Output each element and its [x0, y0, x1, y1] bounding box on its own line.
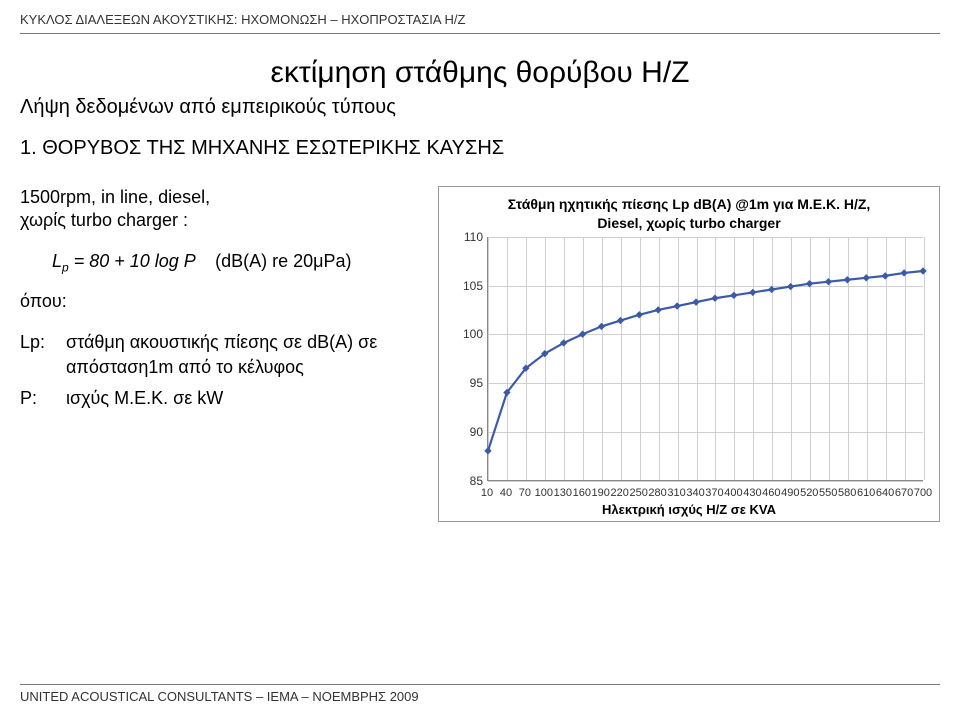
- series-marker: [674, 303, 680, 309]
- series-marker: [693, 299, 699, 305]
- series-marker: [731, 292, 737, 298]
- x-tick-label: 580: [838, 487, 856, 499]
- series-marker: [712, 295, 718, 301]
- y-tick-label: 110: [447, 230, 483, 244]
- series-marker: [844, 277, 850, 283]
- y-tick-label: 85: [447, 474, 483, 488]
- where-label: όπου:: [20, 291, 426, 312]
- x-tick-label: 370: [705, 487, 723, 499]
- x-tick-label: 610: [857, 487, 875, 499]
- x-tick-label: 160: [573, 487, 591, 499]
- series-svg: [488, 237, 923, 480]
- main-title: εκτίμηση στάθμης θορύβου Η/Ζ: [20, 56, 940, 90]
- x-tick-label: 310: [667, 487, 685, 499]
- formula: Lp = 80 + 10 log P (dB(A) re 20μPa): [52, 251, 426, 275]
- footer-rule: [20, 684, 940, 685]
- y-tick-label: 105: [447, 279, 483, 293]
- series-marker: [882, 273, 888, 279]
- series-marker: [750, 289, 756, 295]
- intro-text: 1500rpm, in line, diesel, χωρίς turbo ch…: [20, 186, 426, 231]
- page-header: ΚΥΚΛΟΣ ΔΙΑΛΕΞΕΩΝ ΑΚΟΥΣΤΙΚΗΣ: ΗΧΟΜΟΝΩΣΗ –…: [20, 12, 940, 33]
- chart-title-line-1: Στάθμη ηχητικής πίεσης Lp dB(A) @1m για …: [508, 196, 871, 212]
- chart-title-line-2: Diesel, χωρίς turbo charger: [597, 215, 780, 231]
- series-marker: [901, 270, 907, 276]
- x-tick-label: 400: [724, 487, 742, 499]
- series-marker: [598, 323, 604, 329]
- definition-symbol: Lp:: [20, 330, 66, 380]
- x-tick-label: 40: [500, 487, 512, 499]
- header-rule: [20, 33, 940, 34]
- left-column: 1500rpm, in line, diesel, χωρίς turbo ch…: [20, 186, 426, 411]
- x-tick-label: 700: [914, 487, 932, 499]
- x-tick-label: 250: [629, 487, 647, 499]
- chart-box: Στάθμη ηχητικής πίεσης Lp dB(A) @1m για …: [438, 186, 940, 522]
- series-marker: [807, 280, 813, 286]
- x-tick-label: 670: [895, 487, 913, 499]
- definition-text: στάθμη ακουστικής πίεσης σε dB(A) σε από…: [66, 330, 426, 380]
- definitions-grid: Lp:στάθμη ακουστικής πίεσης σε dB(A) σε …: [20, 330, 426, 412]
- series-marker: [788, 283, 794, 289]
- x-tick-label: 490: [781, 487, 799, 499]
- series-marker: [636, 312, 642, 318]
- intro-line-1: 1500rpm, in line, diesel,: [20, 187, 210, 207]
- x-tick-label: 340: [686, 487, 704, 499]
- series-marker: [485, 448, 491, 454]
- series-marker: [863, 275, 869, 281]
- right-column: Στάθμη ηχητικής πίεσης Lp dB(A) @1m για …: [438, 186, 940, 522]
- x-tick-label: 550: [819, 487, 837, 499]
- footer-text: UNITED ACOUSTICAL CONSULTANTS – IEMA – Ν…: [20, 689, 940, 704]
- y-tick-label: 95: [447, 376, 483, 390]
- x-tick-label: 640: [876, 487, 894, 499]
- chart-title: Στάθμη ηχητικής πίεσης Lp dB(A) @1m για …: [447, 195, 931, 233]
- x-tick-label: 100: [535, 487, 553, 499]
- footer-region: UNITED ACOUSTICAL CONSULTANTS – IEMA – Ν…: [20, 674, 940, 704]
- x-tick-label: 430: [743, 487, 761, 499]
- x-tick-label: 10: [481, 487, 493, 499]
- definition-symbol: P:: [20, 386, 66, 411]
- y-tick-label: 100: [447, 327, 483, 341]
- series-marker: [825, 279, 831, 285]
- x-tick-label: 520: [800, 487, 818, 499]
- x-tick-label: 130: [554, 487, 572, 499]
- gridline-horizontal: [488, 481, 923, 482]
- x-tick-label: 190: [592, 487, 610, 499]
- plot-area: Ηλεκτρική ισχύς Η/Ζ σε KVA 85 90 95 100 105 1…: [447, 237, 931, 517]
- series-line: [488, 271, 923, 451]
- definition-text: ισχύς Μ.Ε.Κ. σε kW: [66, 386, 426, 411]
- x-tick-label: 70: [519, 487, 531, 499]
- x-axis-label: Ηλεκτρική ισχύς Η/Ζ σε KVA: [447, 502, 931, 517]
- content-row: 1500rpm, in line, diesel, χωρίς turbo ch…: [20, 186, 940, 522]
- y-tick-label: 90: [447, 425, 483, 439]
- x-tick-label: 460: [762, 487, 780, 499]
- x-tick-label: 280: [648, 487, 666, 499]
- series-marker: [617, 317, 623, 323]
- plot-inner: [487, 237, 923, 481]
- series-marker: [769, 286, 775, 292]
- intro-line-2: χωρίς turbo charger :: [20, 210, 188, 230]
- subtitle: Λήψη δεδομένων από εμπειρικούς τύπους: [20, 96, 940, 119]
- x-tick-label: 220: [611, 487, 629, 499]
- series-marker: [655, 307, 661, 313]
- series-marker: [920, 268, 926, 274]
- section-heading: 1. ΘΟΡΥΒΟΣ ΤΗΣ ΜΗΧΑΝΗΣ ΕΣΩΤΕΡΙΚΗΣ ΚΑΥΣΗΣ: [20, 137, 940, 160]
